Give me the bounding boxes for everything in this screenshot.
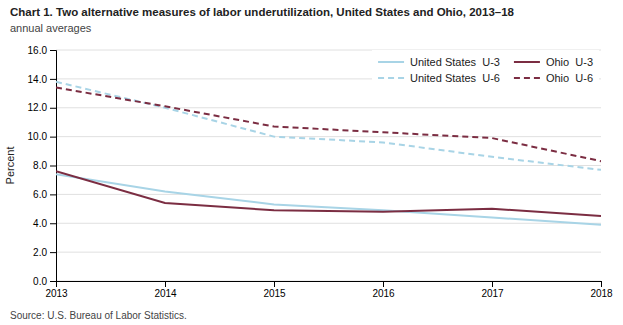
x-tick: 2013 bbox=[45, 281, 68, 299]
y-tick: 8.0 bbox=[33, 160, 56, 171]
title: Chart 1. Two alternative measures of lab… bbox=[10, 6, 515, 18]
legend-swatch bbox=[378, 61, 404, 63]
legend-label: United States U-6 bbox=[410, 72, 500, 84]
y-tick-mark bbox=[50, 194, 56, 195]
subtitle: annual averages bbox=[10, 22, 92, 34]
x-axis-line bbox=[57, 282, 602, 288]
y-tick: 12.0 bbox=[28, 102, 56, 113]
y-tick-label: 2.0 bbox=[33, 247, 47, 258]
y-tick: 2.0 bbox=[33, 247, 56, 258]
x-tick-mark bbox=[274, 281, 275, 287]
y-tick-mark bbox=[50, 108, 56, 109]
x-tick-mark bbox=[601, 281, 602, 287]
y-tick-label: 10.0 bbox=[28, 131, 48, 142]
y-tick-mark bbox=[50, 137, 56, 138]
y-tick: 6.0 bbox=[33, 189, 56, 200]
y-tick-mark bbox=[50, 252, 56, 253]
x-tick-label: 2018 bbox=[590, 288, 613, 299]
lines bbox=[56, 82, 601, 225]
x-tick: 2015 bbox=[263, 281, 286, 299]
y-tick-mark bbox=[50, 50, 56, 51]
y-tick-label: 8.0 bbox=[33, 160, 47, 171]
legend-item: Ohio U-3 bbox=[514, 56, 593, 68]
x-tick-label: 2017 bbox=[481, 288, 504, 299]
series-line bbox=[56, 171, 601, 216]
y-tick: 10.0 bbox=[28, 131, 56, 142]
x-tick-label: 2014 bbox=[154, 288, 177, 299]
x-tick-mark bbox=[492, 281, 493, 287]
y-tick: 14.0 bbox=[28, 74, 56, 85]
legend-item: Ohio U-6 bbox=[514, 72, 593, 84]
plot: 2013 2014 2015 2016 2017 2018 0.0 2.0 4.0 6.0 8.0 1… bbox=[4, 45, 613, 299]
y-tick-mark bbox=[50, 223, 56, 224]
grid-line bbox=[56, 165, 601, 166]
x-tick: 2014 bbox=[154, 281, 177, 299]
y-tick: 0.0 bbox=[33, 276, 56, 287]
x-tick-label: 2013 bbox=[45, 288, 68, 299]
legend-label: Ohio U-6 bbox=[546, 72, 593, 84]
grid-line bbox=[56, 223, 601, 224]
legend-label: United States U-3 bbox=[410, 56, 500, 68]
grid-line bbox=[56, 252, 601, 253]
y-tick-label: 0.0 bbox=[33, 276, 47, 287]
x-tick-label: 2016 bbox=[372, 288, 395, 299]
grid-line bbox=[56, 107, 601, 108]
series-line bbox=[56, 88, 601, 162]
annotation: Source: U.S. Bureau of Labor Statistics. bbox=[10, 310, 187, 321]
y-tick-mark bbox=[50, 281, 56, 282]
legend-background bbox=[372, 50, 599, 90]
legend-item: United States U-6 bbox=[378, 72, 500, 84]
x-tick-label: 2015 bbox=[263, 288, 286, 299]
grid bbox=[56, 50, 601, 281]
x-tick: 2017 bbox=[481, 281, 504, 299]
legend: United States U-3 United States U-6 Ohio U… bbox=[372, 50, 599, 90]
x-tick-mark bbox=[383, 281, 384, 287]
y-tick-label: 4.0 bbox=[33, 218, 47, 229]
y-tick-mark bbox=[50, 166, 56, 167]
legend-swatch bbox=[514, 61, 540, 63]
legend-swatch bbox=[378, 77, 404, 79]
x-tick-mark bbox=[165, 281, 166, 287]
x-axis: 2013 2014 2015 2016 2017 2018 bbox=[45, 281, 613, 299]
legend-item: United States U-3 bbox=[378, 56, 500, 68]
y-axis: 0.0 2.0 4.0 6.0 8.0 10.0 12.0 14.0 16.0 bbox=[28, 45, 57, 287]
y-axis-line bbox=[50, 51, 57, 282]
x-tick: 2016 bbox=[372, 281, 395, 299]
y-tick-mark bbox=[50, 79, 56, 80]
y-tick-label: 16.0 bbox=[28, 45, 48, 56]
grid-line bbox=[56, 136, 601, 137]
y-tick-label: 6.0 bbox=[33, 189, 47, 200]
y-tick: 16.0 bbox=[28, 45, 56, 56]
legend-label: Ohio U-3 bbox=[546, 56, 593, 68]
y-tick-label: 14.0 bbox=[28, 74, 48, 85]
series-line bbox=[56, 82, 601, 170]
chart: Chart 1. Two alternative measures of lab… bbox=[0, 0, 623, 325]
legend-swatch bbox=[514, 77, 540, 79]
y-axis-title: Percent bbox=[4, 147, 16, 185]
y-tick-label: 12.0 bbox=[28, 102, 48, 113]
x-tick: 2018 bbox=[590, 281, 613, 299]
y-tick: 4.0 bbox=[33, 218, 56, 229]
series-line bbox=[56, 174, 601, 225]
